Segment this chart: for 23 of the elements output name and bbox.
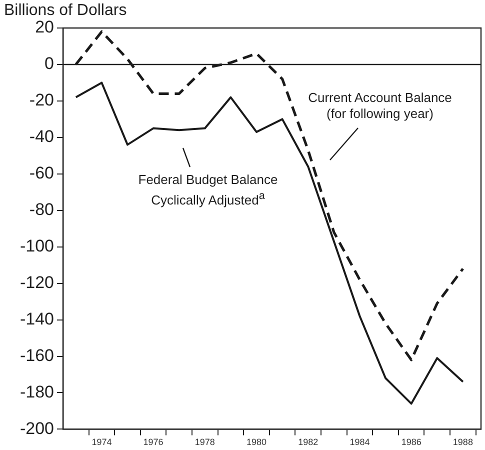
x-tick-label: 1976 <box>143 437 164 448</box>
x-tick-label: 1974 <box>92 437 112 448</box>
y-tick-label: -180 <box>20 382 54 402</box>
y-tick-label: -140 <box>20 309 54 328</box>
x-tick-label: 1978 <box>194 437 215 448</box>
y-axis-title: Billions of Dollars <box>4 2 127 20</box>
x-tick-label: 1984 <box>350 437 370 448</box>
x-tick-label: 1986 <box>401 437 422 448</box>
y-tick-label: -80 <box>29 200 54 220</box>
y-tick-label: 0 <box>44 54 54 74</box>
y-tick-label: -100 <box>20 236 54 256</box>
y-tick-label: -40 <box>29 127 54 146</box>
x-tick-label: 1988 <box>452 437 473 448</box>
series-label: Current Account Balance (for following year) <box>307 90 453 122</box>
y-tick-label: 20 <box>35 18 54 37</box>
legend-label: Federal Budget Balance Cyclically Adjusted$^{a}$ <box>137 172 279 208</box>
y-tick-label: -120 <box>20 272 54 292</box>
x-tick-label: 1980 <box>246 437 267 448</box>
x-tick-label: 1982 <box>298 437 318 448</box>
y-tick-label: -200 <box>20 418 54 438</box>
y-tick-label: -60 <box>29 164 54 183</box>
y-tick-label: -20 <box>29 90 54 110</box>
y-tick-label: -160 <box>20 346 54 365</box>
